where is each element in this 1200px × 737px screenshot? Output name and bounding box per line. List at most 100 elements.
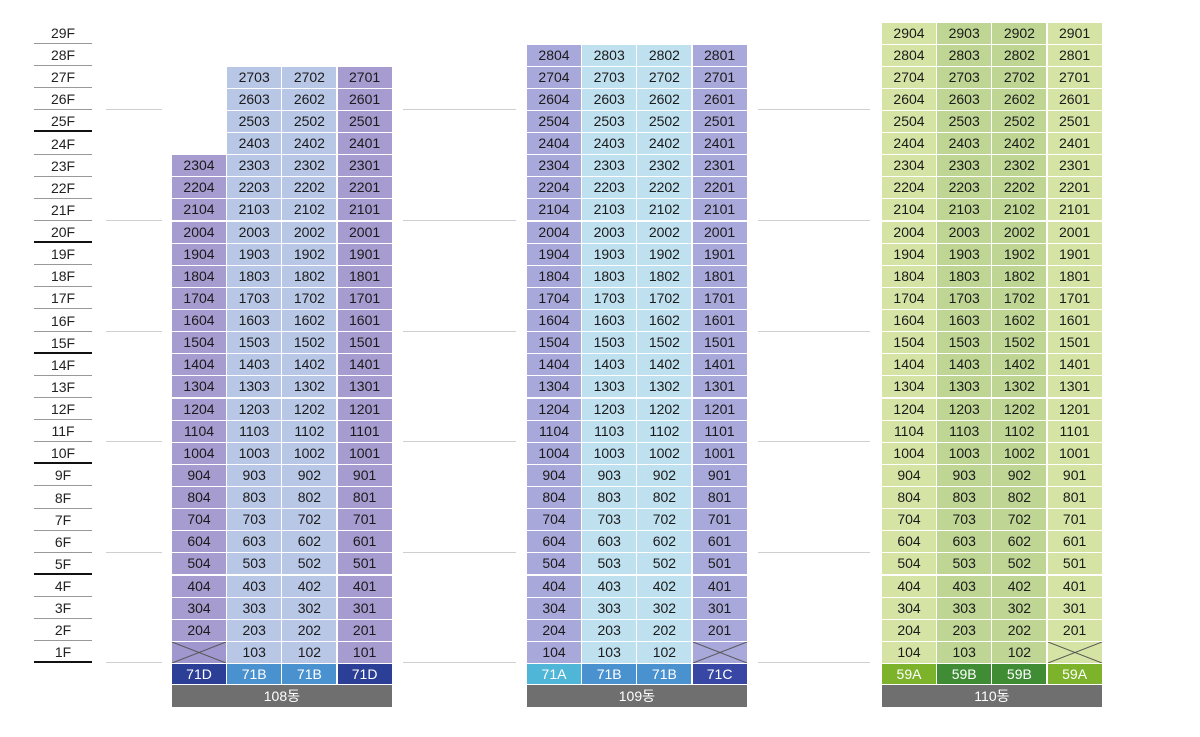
unit-cell: 2504: [882, 110, 936, 132]
unit-cell: 2304: [527, 155, 581, 177]
unit-cell: 203: [582, 619, 637, 641]
unit-cell: 1501: [337, 332, 392, 354]
unit-cell: 1903: [582, 243, 637, 265]
unit-cell: 1401: [692, 354, 747, 376]
floor-label: 7F: [34, 509, 92, 531]
unit-cell: 1501: [692, 332, 747, 354]
unit-cell: 504: [882, 553, 936, 575]
floor-label: 11F: [34, 420, 92, 443]
unit-cell: 703: [582, 509, 637, 531]
unit-cell: 601: [1047, 531, 1102, 553]
unit-cell: 204: [527, 619, 581, 641]
floor-label: 20F: [34, 221, 92, 244]
unit-cell: 403: [937, 575, 992, 597]
floor-label: 26F: [34, 88, 92, 111]
unit-cell: 1903: [227, 243, 282, 265]
unit-cell: 2702: [992, 66, 1047, 88]
unit-cell: 2701: [692, 66, 747, 88]
unit-cell: 903: [582, 464, 637, 486]
unit-cell: 201: [337, 619, 392, 641]
unit-cell: 1304: [882, 376, 936, 398]
unit-cell: 2704: [527, 66, 581, 88]
unit-cell: 904: [172, 464, 226, 486]
unit-cell: 2703: [937, 66, 992, 88]
unit-cell: 1604: [527, 310, 581, 332]
unit-cell: 801: [337, 487, 392, 509]
unit-cell: 1803: [227, 265, 282, 287]
unit-cell: 702: [992, 509, 1047, 531]
unit-cell: 1101: [692, 420, 747, 442]
unit-cell: 1702: [637, 287, 692, 309]
unit-cell: 604: [172, 531, 226, 553]
unit-cell: 2601: [337, 88, 392, 110]
unit-cell: 2104: [172, 199, 226, 221]
building-name: 109동: [527, 685, 747, 708]
unit-cell: 2203: [937, 177, 992, 199]
unit-cell: 1904: [882, 243, 936, 265]
unit-cell: 2303: [582, 155, 637, 177]
unit-cell: 701: [337, 509, 392, 531]
unit-cell: 1602: [282, 310, 337, 332]
unit-cell: 2503: [582, 110, 637, 132]
unit-cell: 601: [337, 531, 392, 553]
unit-cell: 2203: [582, 177, 637, 199]
unit-cell: 502: [637, 553, 692, 575]
unit-cell: 503: [227, 553, 282, 575]
unit-cell: 1504: [527, 332, 581, 354]
unit-cell: 1802: [992, 265, 1047, 287]
unit-cell: 1004: [527, 442, 581, 464]
unit-cell: 1602: [992, 310, 1047, 332]
unit-cell: 1201: [337, 398, 392, 420]
floor-guide-line: [106, 109, 162, 111]
unit-type-label: 59B: [992, 664, 1047, 685]
unit-cell: 2104: [527, 199, 581, 221]
unit-cell: 1702: [992, 287, 1047, 309]
unit-cell: 1203: [937, 398, 992, 420]
unit-cell: 2803: [937, 44, 992, 66]
unit-cell: 903: [937, 464, 992, 486]
unit-cell: 701: [1047, 509, 1102, 531]
unit-cell: 1301: [1047, 376, 1102, 398]
floor-label: 4F: [34, 575, 92, 597]
floor-label: 25F: [34, 110, 92, 133]
unit-cell: 2402: [992, 133, 1047, 155]
unit-cell: 301: [337, 597, 392, 619]
unit-cell: 902: [992, 464, 1047, 486]
unit-cell: 2202: [992, 177, 1047, 199]
unit-cell: 1503: [582, 332, 637, 354]
unit-cell: 804: [172, 487, 226, 509]
unit-cell: 2701: [1047, 66, 1102, 88]
unit-cell: 104: [527, 641, 581, 663]
floor-guide-line: [758, 109, 870, 111]
unit-cell: 1503: [227, 332, 282, 354]
unit-cell: 1901: [337, 243, 392, 265]
unit-cell: 2202: [282, 177, 337, 199]
unit-cell: 2403: [227, 133, 282, 155]
unit-type-label: 71A: [527, 664, 581, 685]
unit-cell: 501: [1047, 553, 1102, 575]
unit-cell: 201: [692, 619, 747, 641]
unit-cell: 1204: [527, 398, 581, 420]
unit-cell: 1204: [882, 398, 936, 420]
floor-guide-line: [106, 441, 162, 443]
unit-cell: 2301: [1047, 155, 1102, 177]
unit-type-label: 71B: [582, 664, 637, 685]
unit-cell: 603: [937, 531, 992, 553]
unit-cell: 403: [227, 575, 282, 597]
unit-cell: 2902: [992, 22, 1047, 44]
floor-guide-line: [758, 220, 870, 222]
unit-cell: 1901: [692, 243, 747, 265]
unit-cell: 102: [282, 641, 337, 663]
unit-type-label: 59A: [882, 664, 936, 685]
unit-cell: 502: [282, 553, 337, 575]
unit-cell: 1603: [227, 310, 282, 332]
floor-label: 23F: [34, 155, 92, 177]
floor-guide-line: [403, 551, 516, 553]
floor-guide-line: [758, 330, 870, 332]
unit-cell: 603: [582, 531, 637, 553]
unit-cell: 1702: [282, 287, 337, 309]
unit-cell: 504: [527, 553, 581, 575]
unit-cell: 2201: [1047, 177, 1102, 199]
floor-label: 18F: [34, 265, 92, 288]
unit-cell: 1002: [637, 442, 692, 464]
